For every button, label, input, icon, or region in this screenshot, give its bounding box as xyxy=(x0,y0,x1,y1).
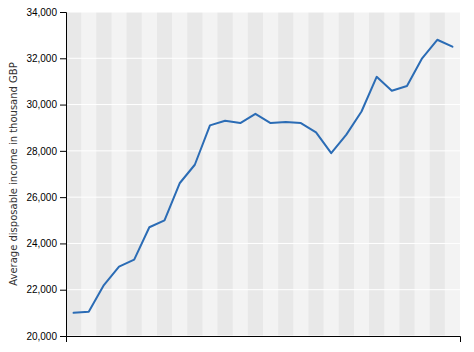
y-tick: 32,000 xyxy=(26,53,66,64)
marks xyxy=(74,40,453,313)
plot-background xyxy=(66,12,460,336)
stripe xyxy=(187,12,202,336)
stripe xyxy=(430,12,445,336)
grid-line xyxy=(66,289,460,290)
y-tick-mark xyxy=(60,290,66,291)
stripe xyxy=(127,12,142,336)
y-tick-mark xyxy=(60,151,66,152)
y-tick-label: 28,000 xyxy=(26,146,57,157)
y-tick-label: 30,000 xyxy=(26,99,57,110)
x-axis xyxy=(67,337,461,343)
y-tick-label: 26,000 xyxy=(26,192,57,203)
stripe xyxy=(96,12,111,336)
stripe xyxy=(66,12,81,336)
y-tick-mark xyxy=(60,105,66,106)
y-tick-label: 20,000 xyxy=(26,331,57,342)
grid-line xyxy=(66,12,460,13)
y-axis: 20,000 22,000 24,000 26,000 28,000 30,000 32,0… xyxy=(26,7,66,342)
x-axis-line xyxy=(67,337,461,343)
stripe xyxy=(308,12,323,336)
y-tick: 20,000 xyxy=(26,331,66,342)
background xyxy=(66,12,460,336)
y-tick-mark xyxy=(60,197,66,198)
grid-line xyxy=(66,150,460,151)
y-tick-label: 34,000 xyxy=(26,7,57,18)
plot-area: 20,000 22,000 24,000 26,000 28,000 30,000 32,0… xyxy=(26,7,460,342)
y-tick: 22,000 xyxy=(26,284,66,295)
y-tick-mark xyxy=(60,58,66,59)
y-tick: 26,000 xyxy=(26,192,66,203)
stripe xyxy=(369,12,384,336)
y-tick: 34,000 xyxy=(26,7,66,18)
y-tick-label: 24,000 xyxy=(26,238,57,249)
stripe xyxy=(157,12,172,336)
line xyxy=(74,40,453,313)
y-axis-title: Average disposable income in thousand GB… xyxy=(8,62,19,286)
grid-line xyxy=(66,243,460,244)
y-tick-mark xyxy=(60,12,66,13)
y-tick: 24,000 xyxy=(26,238,66,249)
stripe xyxy=(339,12,354,336)
grid-line xyxy=(66,197,460,198)
y-tick-mark xyxy=(60,243,66,244)
stripe xyxy=(278,12,293,336)
stripe xyxy=(248,12,263,336)
chart: 20,000 22,000 24,000 26,000 28,000 30,000 32,0… xyxy=(0,0,474,352)
y-tick-label: 32,000 xyxy=(26,53,57,64)
stripe xyxy=(218,12,233,336)
y-tick: 30,000 xyxy=(26,99,66,110)
grid-line xyxy=(66,104,460,105)
stripe xyxy=(399,12,414,336)
grid xyxy=(66,12,460,336)
y-tick-mark xyxy=(60,336,66,337)
y-tick: 28,000 xyxy=(26,146,66,157)
grid-line xyxy=(66,58,460,59)
y-tick-label: 22,000 xyxy=(26,284,57,295)
y-axis-line xyxy=(60,13,67,337)
